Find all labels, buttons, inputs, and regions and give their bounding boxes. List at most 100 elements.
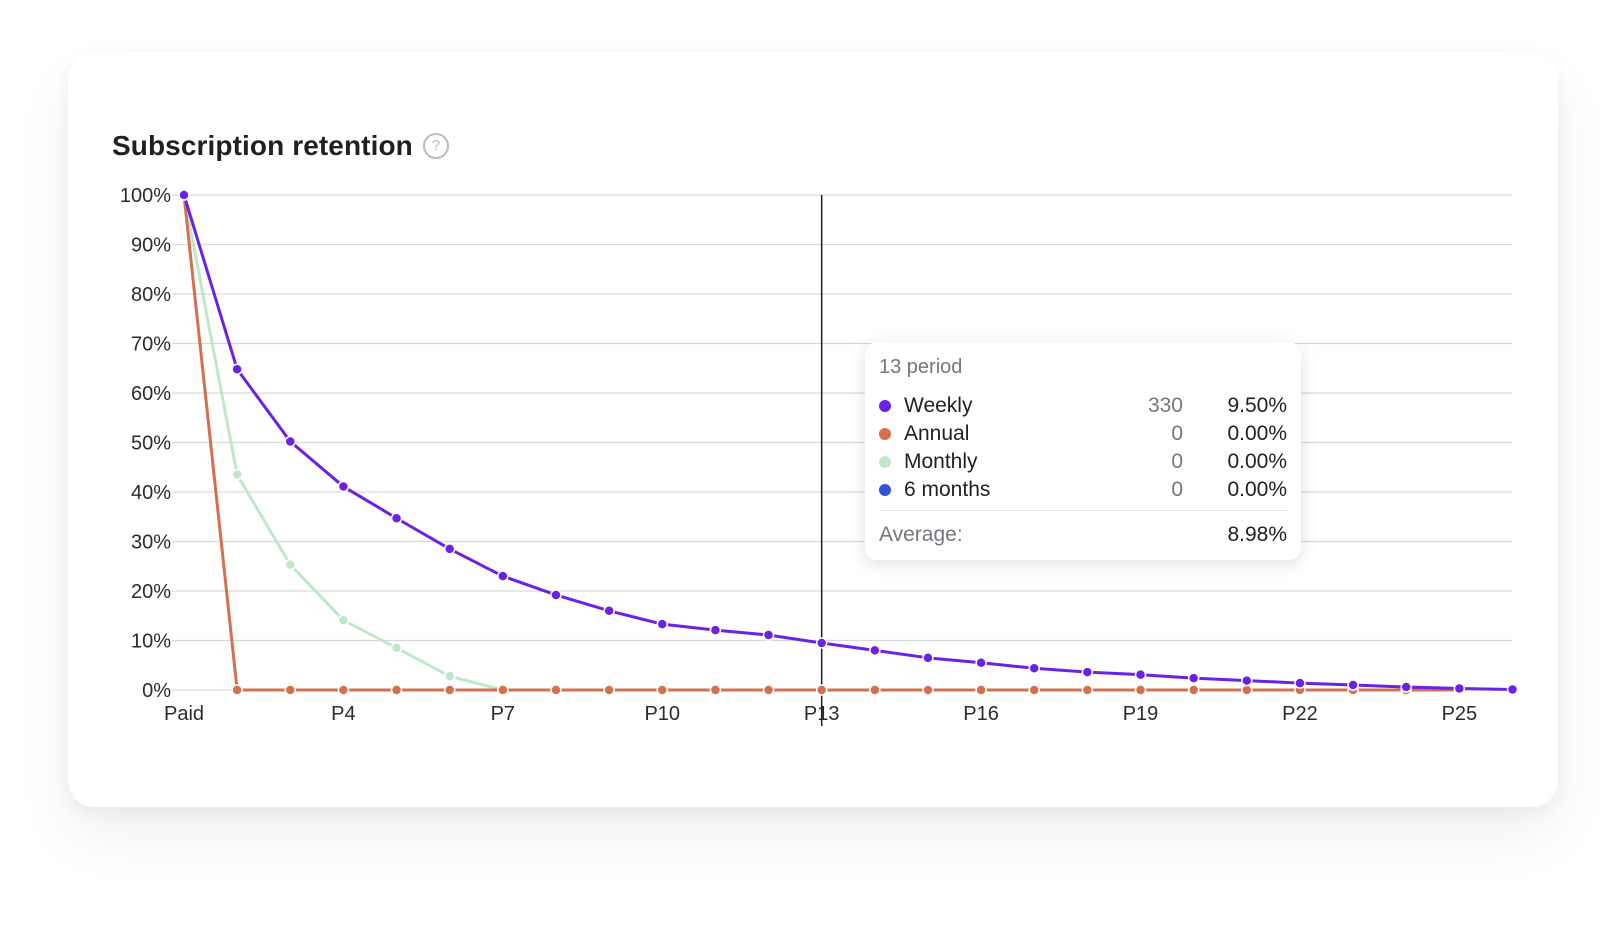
data-point-weekly [1134, 668, 1147, 681]
data-point-annual [815, 684, 828, 696]
series-line-weekly [182, 193, 1514, 692]
data-point-annual [1187, 684, 1200, 696]
data-point-annual [656, 684, 669, 696]
x-tick-label: P25 [1442, 703, 1478, 725]
y-tick-label: 0% [142, 680, 171, 702]
tooltip-series-count: 0 [1171, 422, 1183, 445]
data-point-weekly [1506, 683, 1519, 696]
y-tick-label: 60% [131, 383, 171, 405]
x-tick-label: Paid [164, 703, 204, 725]
data-point-annual [443, 684, 456, 696]
y-tick-label: 40% [131, 482, 171, 504]
tooltip-row: 6 months 0 0.00% [879, 476, 1287, 504]
data-point-weekly [1028, 662, 1040, 674]
data-point-annual [390, 684, 403, 696]
legend-dot-icon [879, 456, 891, 468]
data-point-weekly [550, 589, 562, 601]
tooltip-series-name: Annual [904, 422, 970, 445]
data-point-weekly [284, 435, 297, 448]
data-point-weekly [1187, 672, 1200, 684]
tooltip-series-percent: 9.50% [1227, 394, 1287, 417]
data-point-weekly [178, 189, 190, 201]
data-point-monthly [337, 614, 350, 626]
data-point-annual [1241, 684, 1253, 696]
x-tick-label: P22 [1282, 703, 1318, 725]
data-point-monthly [231, 468, 243, 481]
chart-title: Subscription retention [112, 130, 413, 161]
data-point-annual [1081, 684, 1094, 696]
tooltip-average-row: Average: 8.98% [879, 521, 1287, 549]
data-point-annual [922, 684, 934, 696]
tooltip-series-count: 330 [1147, 394, 1183, 417]
tooltip-row: Weekly 330 9.50% [879, 392, 1287, 420]
y-tick-label: 70% [131, 334, 171, 356]
tooltip-series-count: 0 [1171, 450, 1183, 473]
data-point-annual [1134, 684, 1147, 696]
data-point-annual [975, 684, 987, 696]
data-point-monthly [284, 559, 297, 571]
legend-dot-icon [879, 400, 891, 412]
data-point-weekly [815, 637, 828, 649]
data-point-weekly [762, 629, 775, 641]
data-point-monthly [443, 670, 456, 682]
tooltip-header: 13 period [879, 356, 963, 378]
card-header: Subscription retention ? [112, 130, 449, 162]
tooltip-series-percent: 0.00% [1227, 450, 1287, 473]
tooltip-series-name: Monthly [904, 450, 978, 473]
tooltip-series-percent: 0.00% [1227, 422, 1287, 445]
data-point-weekly [337, 480, 350, 493]
tooltip-series-count: 0 [1171, 478, 1183, 501]
x-tick-label: P4 [331, 703, 355, 725]
tooltip-average-value: 8.98% [1227, 523, 1287, 546]
chart-tooltip: 13 period Weekly 330 9.50% Annual 0 0.00% Mont… [865, 342, 1301, 560]
data-point-weekly [1347, 679, 1359, 691]
data-point-weekly [922, 652, 934, 664]
data-point-weekly [1294, 677, 1306, 689]
data-point-weekly [497, 570, 509, 582]
tooltip-series-name: Weekly [904, 394, 973, 417]
data-point-weekly [869, 644, 881, 657]
data-point-weekly [1453, 682, 1466, 695]
tooltip-average-label: Average: [879, 523, 963, 546]
data-point-annual [869, 684, 881, 696]
tooltip-divider [879, 510, 1287, 511]
data-point-weekly [443, 543, 456, 555]
data-point-annual [762, 684, 775, 696]
tooltip-series-name: 6 months [904, 478, 991, 501]
data-point-annual [497, 684, 509, 696]
x-tick-label: P19 [1123, 703, 1159, 725]
y-tick-label: 10% [131, 631, 171, 653]
data-point-weekly [1400, 681, 1412, 693]
data-point-weekly [709, 624, 722, 636]
x-tick-label: P10 [644, 703, 680, 725]
y-tick-label: 80% [131, 284, 171, 306]
tooltip-row: Annual 0 0.00% [879, 420, 1287, 448]
y-tick-label: 90% [131, 235, 171, 257]
data-point-annual [1028, 684, 1040, 696]
question-circle-icon[interactable]: ? [422, 133, 449, 159]
y-tick-label: 50% [131, 433, 171, 455]
data-point-annual [231, 684, 243, 696]
legend-dot-icon [879, 428, 891, 440]
data-point-weekly [390, 512, 403, 524]
data-point-weekly [1081, 666, 1094, 678]
data-point-weekly [656, 618, 669, 630]
data-point-monthly [390, 642, 403, 654]
data-point-weekly [231, 363, 243, 375]
data-point-annual [337, 684, 350, 696]
data-point-annual [709, 684, 722, 696]
data-point-annual [284, 684, 297, 696]
data-point-annual [603, 684, 615, 696]
tooltip-row: Monthly 0 0.00% [879, 448, 1287, 476]
data-point-weekly [975, 657, 987, 669]
data-point-weekly [1241, 674, 1253, 687]
retention-card [68, 52, 1558, 807]
x-tick-label: P16 [963, 703, 999, 725]
y-tick-label: 20% [131, 581, 171, 603]
y-tick-label: 30% [131, 532, 171, 554]
tooltip-series-percent: 0.00% [1227, 478, 1287, 501]
y-tick-label: 100% [120, 185, 171, 207]
data-point-weekly [603, 605, 615, 617]
x-tick-label: P7 [491, 703, 515, 725]
